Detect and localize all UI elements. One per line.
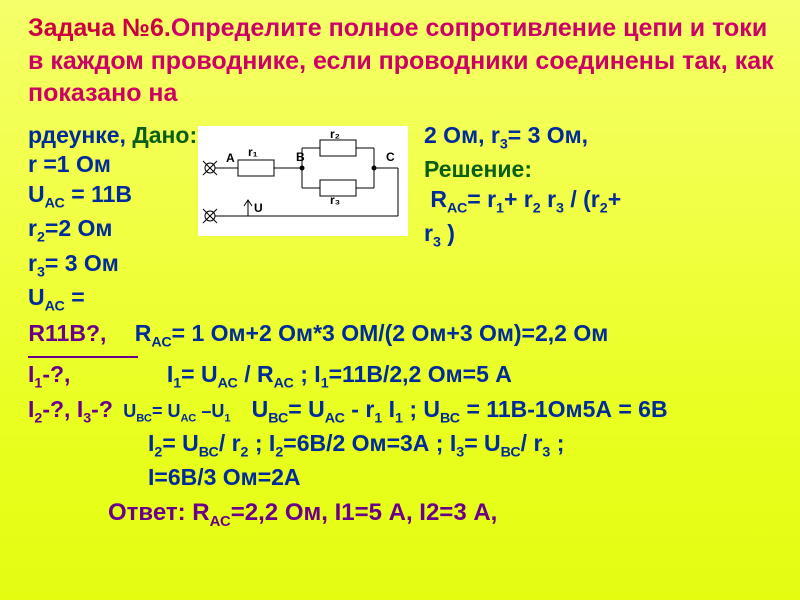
- uac-sub: АС: [45, 299, 65, 315]
- r3-sub: 3: [37, 264, 45, 280]
- circuit-svg: A r₁ B r₂ r₃: [198, 126, 408, 236]
- node-c: C: [386, 150, 395, 164]
- solution-top: 2 Ом, r3= 3 Ом, Решение: RАС= r1+ r2 r3 …: [418, 120, 788, 254]
- given-header: Дано:: [132, 122, 197, 148]
- r3-val: = 3 Ом: [45, 250, 119, 276]
- ubc-line: I2-?, I3-? UВС= UАС –U1 UВС= UАС - r1 I1…: [28, 395, 788, 428]
- rac-formula-2: r3 ): [424, 219, 788, 252]
- circuit-diagram: A r₁ B r₂ r₃: [198, 120, 418, 236]
- r1-line: r =1 Ом: [28, 150, 198, 179]
- u-sub: АС: [45, 196, 65, 212]
- u-label: U: [254, 201, 263, 215]
- top-row: рдеунке, Дано: r =1 Ом UАС = 11В r2=2 Ом…: [28, 120, 788, 318]
- divider: [28, 356, 138, 358]
- u-line: UАС = 11В: [28, 180, 198, 213]
- slide: Задача №6.Определите полное сопротивлени…: [28, 12, 788, 533]
- problem-title: Задача №6.Определите полное сопротивлени…: [28, 12, 788, 110]
- r2-label: r₂: [330, 127, 340, 141]
- r3-line: r3= 3 Ом: [28, 249, 198, 282]
- rac-numeric: R11B?, RАС= 1 Ом+2 Ом*3 ОМ/(2 Ом+3 Ом)=2…: [22, 319, 788, 352]
- r3-sym: r: [28, 250, 37, 276]
- r2-val: =2 Ом: [45, 215, 113, 241]
- u-val: = 11В: [71, 181, 132, 207]
- uac-sym: U: [28, 284, 45, 310]
- r2-line: r2=2 Ом: [28, 214, 198, 247]
- r2-sub: 2: [37, 230, 45, 246]
- content: рдеунке, Дано: r =1 Ом UАС = 11В r2=2 Ом…: [28, 120, 788, 532]
- r3-label: r₃: [330, 193, 340, 207]
- node-b: B: [296, 150, 305, 164]
- answer-line: Ответ: RАС=2,2 Ом, I1=5 А, I2=3 А,: [108, 498, 788, 531]
- title-tail2: 2 Ом, r3= 3 Ом,: [424, 122, 588, 148]
- title-tail: рдеунке,: [28, 122, 126, 148]
- problem-number: Задача №6.: [28, 14, 171, 42]
- r2-sym: r: [28, 215, 37, 241]
- i3-line: I=6В/3 Ом=2А: [148, 463, 788, 492]
- uac-val: =: [65, 284, 85, 310]
- rac-formula: RАС= r1+ r2 r3 / (r2+: [424, 185, 788, 218]
- r1-val: =1 Ом: [37, 151, 111, 177]
- node-a: A: [226, 151, 235, 165]
- r1-sym: r: [28, 151, 37, 177]
- uac-line: UАС =: [28, 283, 198, 316]
- i1-line: I1-?, I1= UАС / RАС ; I1=11В/2,2 Ом=5 А: [28, 360, 788, 393]
- i2-line: I2= UВС/ r2 ; I2=6В/2 Ом=3А ; I3= UВС/ r…: [148, 429, 788, 462]
- r1-label: r₁: [248, 145, 258, 159]
- r11b: R11B?,: [22, 320, 106, 346]
- solution-header: Решение:: [424, 155, 788, 184]
- given-column: рдеунке, Дано: r =1 Ом UАС = 11В r2=2 Ом…: [28, 120, 198, 318]
- u-sym: U: [28, 181, 45, 207]
